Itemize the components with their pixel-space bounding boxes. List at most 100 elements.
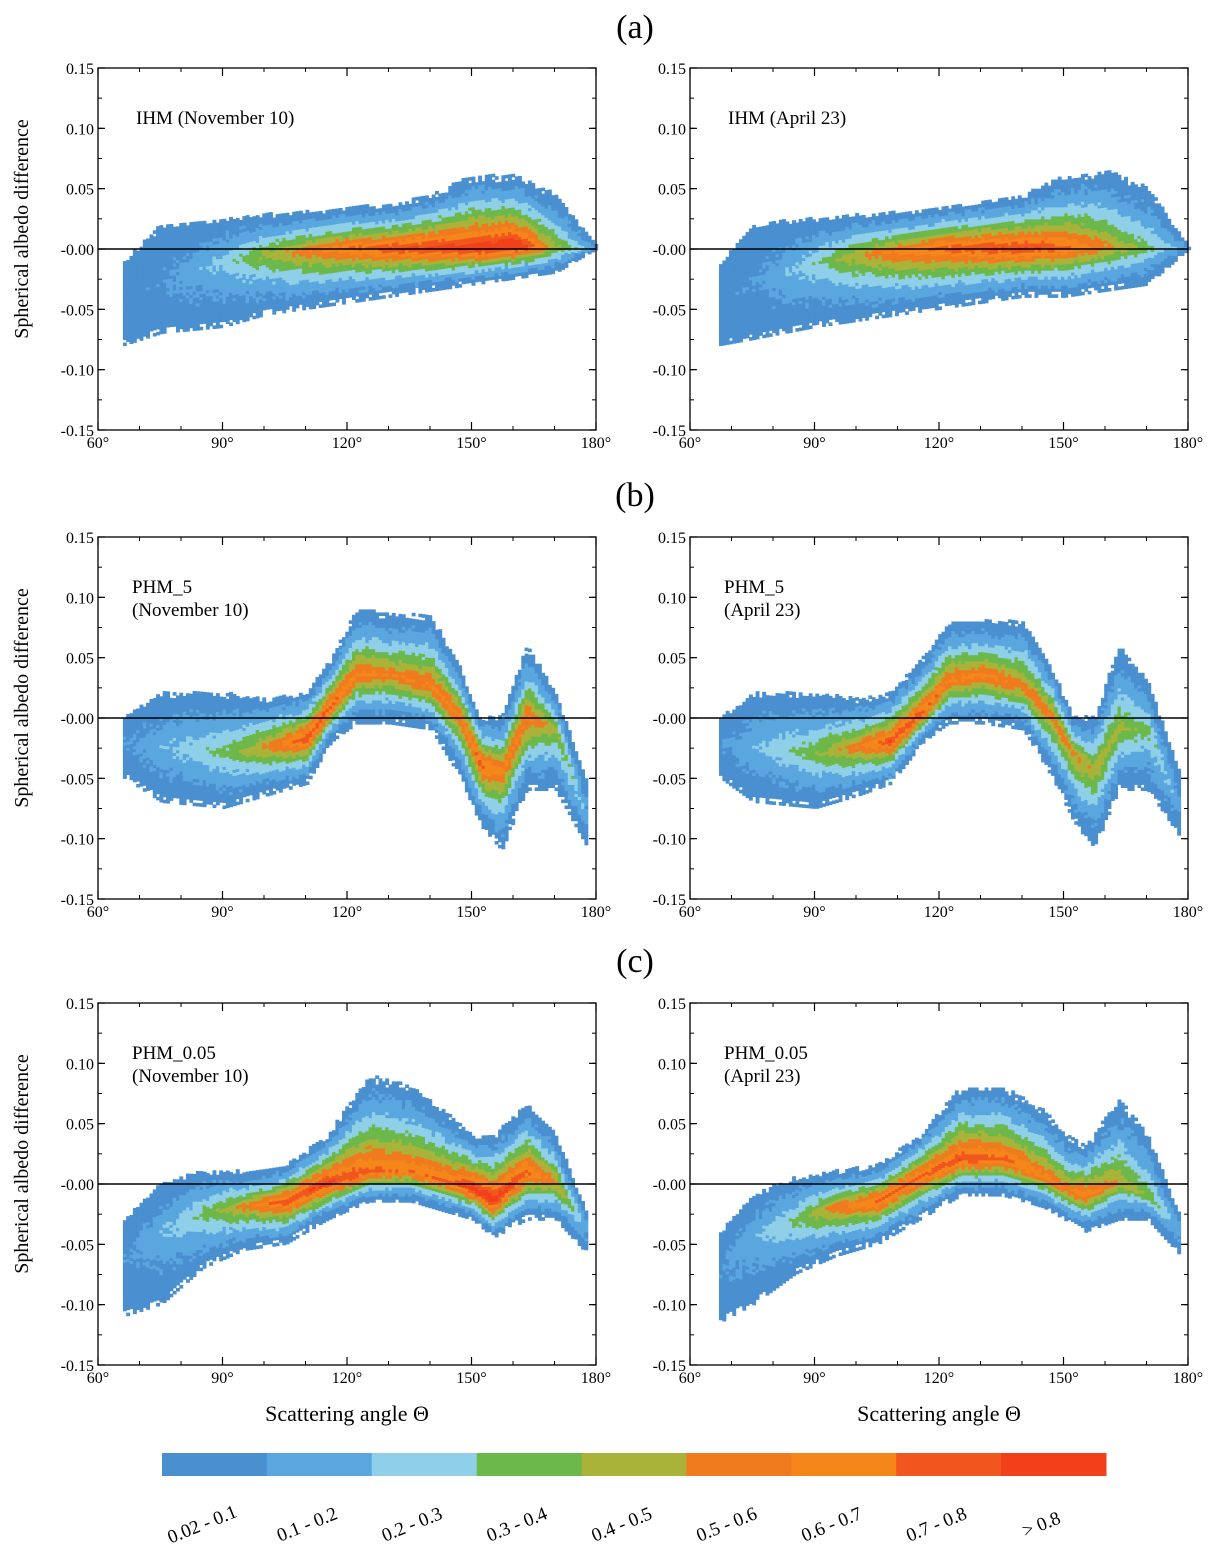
x-tick-label: 60° xyxy=(87,1370,109,1387)
x-tick-label: 180° xyxy=(581,435,611,452)
x-tick-label: 180° xyxy=(1173,435,1203,452)
y-tick-label: 0.05 xyxy=(658,1117,686,1134)
density-field xyxy=(122,609,589,850)
x-tick-label: 60° xyxy=(679,904,701,921)
y-tick-label: 0.05 xyxy=(658,182,686,199)
colorbar-swatch-4 xyxy=(581,1453,687,1476)
y-tick-label: -0.00 xyxy=(653,242,686,259)
x-tick-label: 90° xyxy=(211,904,233,921)
x-tick-label: 60° xyxy=(679,1370,701,1387)
x-tick-label: 90° xyxy=(803,904,825,921)
colorbar-label-8: > 0.8 xyxy=(1019,1508,1063,1542)
colorbar-label-2: 0.2 - 0.3 xyxy=(379,1503,446,1546)
colorbar-swatch-7 xyxy=(896,1453,1002,1476)
panel-annotation: (April 23) xyxy=(724,1066,801,1087)
y-tick-label: -0.10 xyxy=(61,832,94,849)
colorbar-swatch-5 xyxy=(686,1453,792,1476)
x-tick-label: 180° xyxy=(581,1370,611,1387)
x-tick-label: 180° xyxy=(1173,904,1203,921)
y-tick-label: -0.05 xyxy=(61,1237,94,1254)
y-tick-label: -0.15 xyxy=(61,423,94,440)
x-tick-label: 150° xyxy=(456,435,486,452)
panel-annotation: (November 10) xyxy=(132,1066,249,1087)
row-label-2: (c) xyxy=(616,943,654,980)
density-field xyxy=(719,619,1182,846)
x-tick-label: 90° xyxy=(211,435,233,452)
colorbar-label-0: 0.02 - 0.1 xyxy=(165,1502,240,1549)
panel-annotation: (November 10) xyxy=(132,600,249,621)
y-tick-label: -0.15 xyxy=(61,1358,94,1375)
x-tick-label: 120° xyxy=(332,1370,362,1387)
panel-annotation: (April 23) xyxy=(724,600,801,621)
y-tick-label: 0.05 xyxy=(66,651,94,668)
y-tick-label: -0.05 xyxy=(61,302,94,319)
x-tick-label: 60° xyxy=(679,435,701,452)
y-tick-label: 0.10 xyxy=(66,590,94,607)
x-tick-label: 180° xyxy=(581,904,611,921)
y-tick-label: -0.10 xyxy=(61,363,94,380)
x-tick-label: 150° xyxy=(1048,1370,1078,1387)
y-tick-label: -0.10 xyxy=(653,832,686,849)
x-tick-label: 180° xyxy=(1173,1370,1203,1387)
y-tick-label: -0.00 xyxy=(61,1177,94,1194)
density-field xyxy=(122,1075,589,1317)
y-tick-label: -0.15 xyxy=(653,892,686,909)
x-axis-label: Scattering angle Θ xyxy=(857,1401,1021,1426)
colorbar-swatch-8 xyxy=(1001,1453,1107,1476)
y-tick-label: 0.05 xyxy=(66,182,94,199)
x-tick-label: 150° xyxy=(1048,435,1078,452)
density-field xyxy=(719,1087,1182,1322)
y-tick-label: -0.10 xyxy=(653,363,686,380)
y-tick-label: -0.10 xyxy=(653,1298,686,1315)
y-tick-label: -0.00 xyxy=(653,711,686,728)
y-tick-label: 0.15 xyxy=(66,996,94,1013)
density-field xyxy=(719,170,1192,347)
y-tick-label: 0.15 xyxy=(658,61,686,78)
y-tick-label: 0.10 xyxy=(66,1056,94,1073)
colorbar-label-7: 0.7 - 0.8 xyxy=(903,1503,970,1546)
x-tick-label: 120° xyxy=(924,904,954,921)
y-tick-label: 0.10 xyxy=(658,121,686,138)
x-tick-label: 90° xyxy=(211,1370,233,1387)
y-tick-label: -0.00 xyxy=(653,1177,686,1194)
y-tick-label: 0.15 xyxy=(658,530,686,547)
y-axis-label: Spherical albedo difference xyxy=(11,119,33,339)
y-tick-label: -0.15 xyxy=(653,423,686,440)
colorbar-label-3: 0.3 - 0.4 xyxy=(484,1503,551,1546)
colorbar-swatch-6 xyxy=(791,1453,897,1476)
y-tick-label: -0.00 xyxy=(61,711,94,728)
panel-annotation: IHM (November 10) xyxy=(136,108,294,129)
x-tick-label: 120° xyxy=(924,1370,954,1387)
row-label-0: (a) xyxy=(616,9,654,46)
y-tick-label: -0.00 xyxy=(61,242,94,259)
colorbar-swatch-3 xyxy=(476,1453,583,1476)
x-tick-label: 120° xyxy=(924,435,954,452)
colorbar-swatch-1 xyxy=(266,1453,373,1476)
x-tick-label: 120° xyxy=(332,904,362,921)
panel-annotation: PHM_5 xyxy=(724,577,784,598)
colorbar-swatch-0 xyxy=(162,1453,268,1476)
y-axis-label: Spherical albedo difference xyxy=(11,588,33,808)
x-axis-label: Scattering angle Θ xyxy=(265,1401,429,1426)
x-tick-label: 60° xyxy=(87,904,109,921)
y-tick-label: -0.05 xyxy=(653,1237,686,1254)
panel-annotation: PHM_5 xyxy=(132,577,192,598)
x-tick-label: 90° xyxy=(803,435,825,452)
y-tick-label: -0.15 xyxy=(61,892,94,909)
y-tick-label: 0.15 xyxy=(658,996,686,1013)
y-tick-label: -0.05 xyxy=(653,771,686,788)
x-tick-label: 120° xyxy=(332,435,362,452)
y-tick-label: 0.05 xyxy=(66,1117,94,1134)
x-tick-label: 150° xyxy=(456,904,486,921)
colorbar-swatch-2 xyxy=(371,1453,478,1476)
colorbar-label-5: 0.5 - 0.6 xyxy=(694,1503,761,1546)
x-tick-label: 90° xyxy=(803,1370,825,1387)
y-tick-label: 0.05 xyxy=(658,651,686,668)
row-label-1: (b) xyxy=(615,477,655,514)
y-tick-label: 0.10 xyxy=(658,1056,686,1073)
